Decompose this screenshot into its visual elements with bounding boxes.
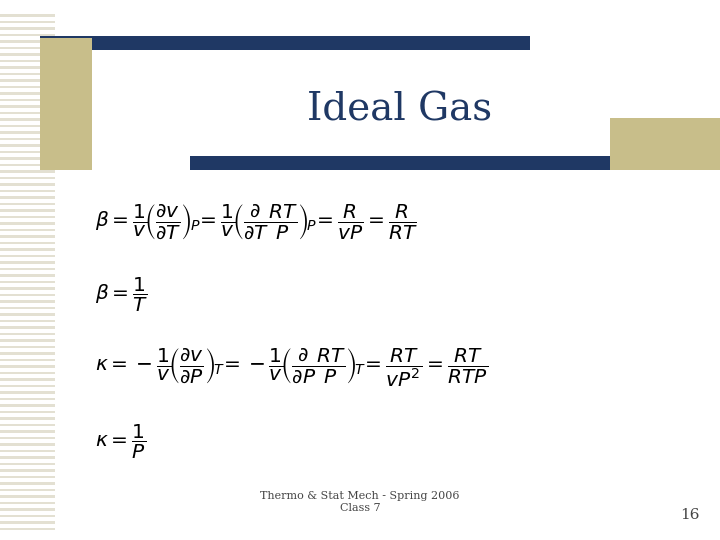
Bar (0, 489, 55, 491)
Bar (0, 131, 55, 133)
Bar (0, 359, 55, 361)
Bar (0, 430, 55, 433)
Bar (610, 118, 720, 170)
Bar (0, 346, 55, 348)
Bar (0, 254, 55, 257)
Bar (0, 85, 55, 88)
Bar (0, 502, 55, 504)
Bar (0, 449, 55, 452)
Bar (0, 144, 55, 146)
Bar (190, 156, 710, 170)
Bar (0, 183, 55, 186)
Bar (0, 423, 55, 426)
Bar (0, 326, 55, 328)
Bar (0, 456, 55, 458)
Bar (0, 397, 55, 400)
Bar (0, 138, 55, 140)
Bar (0, 404, 55, 407)
Bar (0, 287, 55, 289)
Bar (0, 521, 55, 523)
Bar (0, 228, 55, 231)
Bar (0, 196, 55, 199)
Bar (0, 21, 55, 23)
Bar (40, 36, 530, 50)
Bar (0, 111, 55, 114)
Bar (0, 79, 55, 82)
Bar (40, 38, 92, 170)
Bar (0, 436, 55, 439)
Bar (0, 40, 55, 43)
Bar (0, 365, 55, 368)
Bar (0, 33, 55, 36)
Bar (0, 66, 55, 69)
Bar (0, 333, 55, 335)
Bar (0, 125, 55, 127)
Bar (0, 384, 55, 387)
Bar (0, 105, 55, 107)
Text: $\beta = \dfrac{1}{T}$: $\beta = \dfrac{1}{T}$ (95, 276, 148, 314)
Text: $\beta = \dfrac{1}{v}\!\left(\dfrac{\partial v}{\partial T}\right)_{\!P}\!= \dfr: $\beta = \dfrac{1}{v}\!\left(\dfrac{\par… (95, 202, 418, 241)
Bar (0, 190, 55, 192)
Bar (0, 53, 55, 56)
Bar (0, 508, 55, 510)
Bar (0, 410, 55, 413)
Bar (0, 372, 55, 374)
Bar (0, 222, 55, 225)
Bar (0, 177, 55, 179)
Bar (0, 157, 55, 159)
Text: 16: 16 (680, 508, 700, 522)
Bar (0, 267, 55, 270)
Bar (0, 92, 55, 94)
Bar (0, 215, 55, 218)
Bar (0, 320, 55, 322)
Bar (0, 294, 55, 296)
Bar (0, 300, 55, 302)
Text: $\kappa = -\dfrac{1}{v}\!\left(\dfrac{\partial v}{\partial P}\right)_{\!T}\!= -\: $\kappa = -\dfrac{1}{v}\!\left(\dfrac{\p… (95, 347, 488, 389)
Text: $\kappa = \dfrac{1}{P}$: $\kappa = \dfrac{1}{P}$ (95, 423, 146, 461)
Bar (0, 118, 55, 120)
Bar (0, 482, 55, 484)
Bar (0, 443, 55, 445)
Bar (0, 391, 55, 394)
Bar (0, 170, 55, 172)
Bar (0, 59, 55, 62)
Bar (0, 261, 55, 264)
Bar (0, 46, 55, 49)
Text: Thermo & Stat Mech - Spring 2006
Class 7: Thermo & Stat Mech - Spring 2006 Class 7 (260, 491, 460, 513)
Bar (0, 72, 55, 75)
Bar (0, 164, 55, 166)
Bar (0, 307, 55, 309)
Bar (0, 339, 55, 341)
Bar (0, 495, 55, 497)
Bar (0, 378, 55, 381)
Bar (0, 469, 55, 471)
Bar (0, 209, 55, 212)
Bar (0, 280, 55, 283)
Bar (0, 417, 55, 420)
Bar (0, 202, 55, 205)
Bar (0, 235, 55, 238)
Bar (0, 352, 55, 354)
Bar (0, 151, 55, 153)
Bar (0, 14, 55, 17)
Bar (0, 98, 55, 101)
Bar (0, 27, 55, 30)
Bar (0, 241, 55, 244)
Bar (0, 528, 55, 530)
Bar (0, 462, 55, 465)
Bar (0, 476, 55, 478)
Bar (0, 313, 55, 315)
Bar (0, 515, 55, 517)
Bar (0, 248, 55, 251)
Text: Ideal Gas: Ideal Gas (307, 91, 492, 129)
Bar (0, 274, 55, 276)
